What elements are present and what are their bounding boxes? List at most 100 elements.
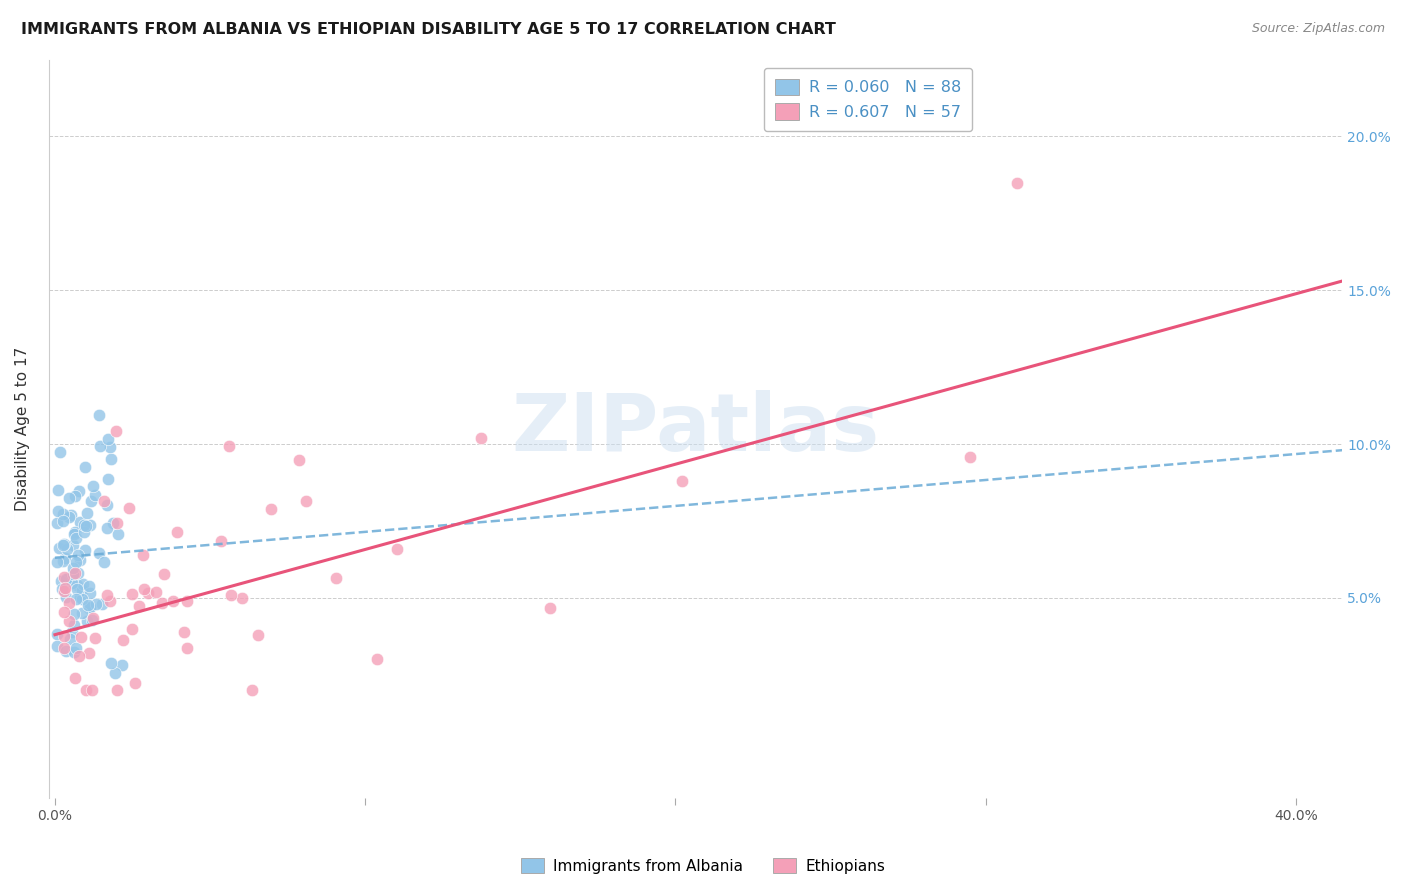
Point xyxy=(89,439,111,453)
Point xyxy=(49,574,72,589)
Point xyxy=(209,534,232,549)
Point xyxy=(65,555,87,569)
Point xyxy=(48,541,70,555)
Point xyxy=(93,555,115,569)
Point xyxy=(87,408,110,422)
Point xyxy=(70,630,93,644)
Point xyxy=(70,583,93,598)
Point xyxy=(75,518,97,533)
Point xyxy=(104,424,127,438)
Point xyxy=(58,491,80,505)
Point xyxy=(91,598,114,612)
Point xyxy=(218,439,240,453)
Point xyxy=(69,553,91,567)
Point xyxy=(110,657,132,672)
Point xyxy=(82,611,104,625)
Point xyxy=(80,614,103,628)
Point xyxy=(79,517,101,532)
Point xyxy=(60,625,83,640)
Point xyxy=(150,596,173,610)
Point xyxy=(53,550,76,565)
Text: ZIPatlas: ZIPatlas xyxy=(512,390,880,467)
Point xyxy=(80,494,103,508)
Point xyxy=(73,460,96,475)
Point xyxy=(1005,176,1028,190)
Point xyxy=(51,582,73,597)
Point xyxy=(145,585,167,599)
Point xyxy=(75,683,97,698)
Point xyxy=(84,488,107,502)
Point xyxy=(77,580,100,594)
Point xyxy=(93,493,115,508)
Point xyxy=(80,683,103,698)
Point xyxy=(96,521,118,535)
Point xyxy=(121,587,143,601)
Point xyxy=(63,671,86,685)
Point xyxy=(65,641,87,656)
Point xyxy=(53,629,76,643)
Point xyxy=(53,584,76,599)
Point xyxy=(65,532,87,546)
Point xyxy=(45,627,67,641)
Point xyxy=(132,582,155,596)
Point xyxy=(77,601,100,615)
Point xyxy=(132,548,155,562)
Point xyxy=(105,516,128,530)
Point xyxy=(63,645,86,659)
Point xyxy=(104,665,127,680)
Point xyxy=(66,548,89,562)
Point xyxy=(46,516,69,530)
Point xyxy=(58,614,80,628)
Point xyxy=(124,676,146,690)
Point xyxy=(73,542,96,557)
Point xyxy=(176,640,198,655)
Point xyxy=(55,644,77,658)
Point xyxy=(98,594,121,608)
Point xyxy=(46,483,69,498)
Point xyxy=(240,683,263,698)
Point xyxy=(60,575,83,590)
Point xyxy=(49,445,72,459)
Point xyxy=(100,656,122,670)
Point xyxy=(62,566,84,581)
Point xyxy=(325,571,347,585)
Point xyxy=(63,489,86,503)
Point xyxy=(53,640,76,655)
Point xyxy=(260,501,283,516)
Point xyxy=(46,555,69,569)
Point xyxy=(58,596,80,610)
Point xyxy=(79,585,101,599)
Point xyxy=(105,683,128,698)
Point xyxy=(63,566,86,580)
Point xyxy=(65,578,87,592)
Point xyxy=(107,527,129,541)
Point xyxy=(231,591,253,606)
Point xyxy=(63,618,86,632)
Point xyxy=(86,597,108,611)
Point xyxy=(366,652,388,666)
Point xyxy=(959,450,981,464)
Point xyxy=(67,483,90,498)
Point xyxy=(166,525,188,540)
Point xyxy=(63,607,86,621)
Point xyxy=(66,582,89,596)
Point xyxy=(84,632,107,646)
Point xyxy=(52,537,75,551)
Point xyxy=(387,541,409,556)
Point xyxy=(56,571,79,585)
Point xyxy=(69,590,91,604)
Legend: Immigrants from Albania, Ethiopians: Immigrants from Albania, Ethiopians xyxy=(515,852,891,880)
Point xyxy=(128,599,150,613)
Point xyxy=(79,599,101,614)
Point xyxy=(55,572,77,586)
Point xyxy=(295,493,318,508)
Point xyxy=(46,640,69,654)
Point xyxy=(53,581,76,595)
Point xyxy=(77,646,100,660)
Point xyxy=(671,475,693,489)
Point xyxy=(46,504,69,518)
Point xyxy=(58,510,80,524)
Point xyxy=(76,507,98,521)
Point xyxy=(153,567,176,582)
Point xyxy=(60,508,83,523)
